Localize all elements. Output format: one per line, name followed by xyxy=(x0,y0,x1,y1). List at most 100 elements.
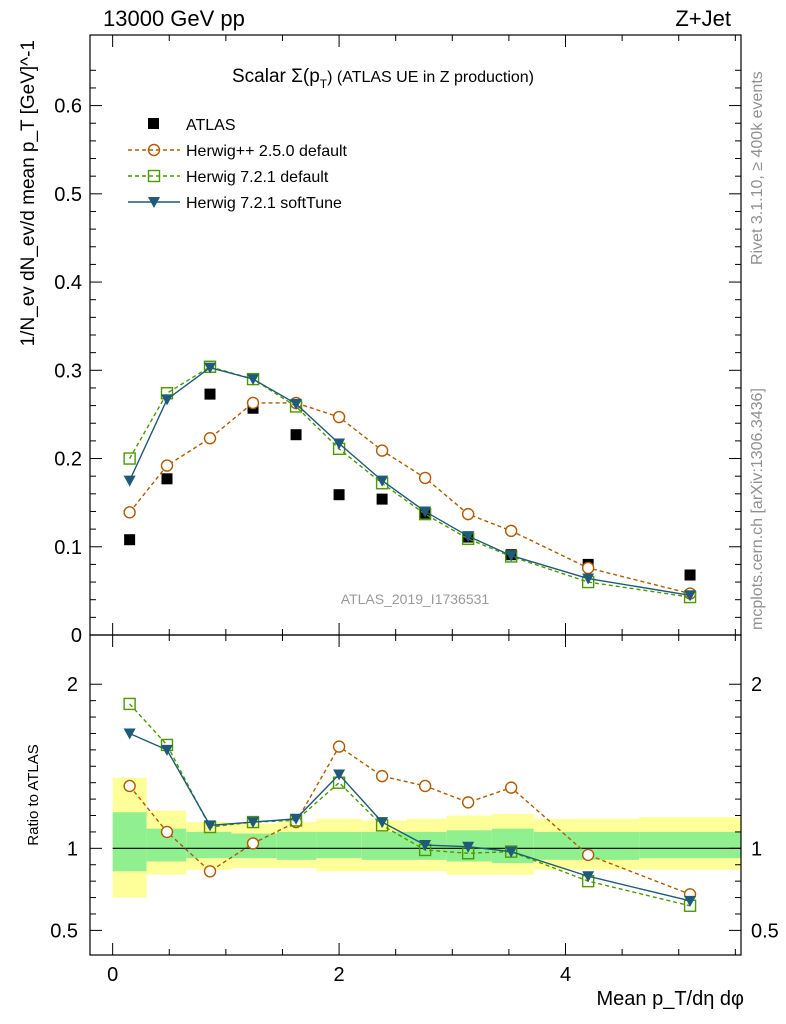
ratio-y-tick-label-0: 0.5 xyxy=(50,920,78,942)
legend: ATLAS Herwig++ 2.5.0 default Herwig 7.2.… xyxy=(128,117,348,212)
axes: 0 2 4 0 0.1 0.2 0.3 0.4 0.5 0.6 0.5 0.5 1 1 2 2 xyxy=(50,34,779,986)
process-label: Z+Jet xyxy=(675,6,731,31)
main-point-h25-3 xyxy=(246,396,260,410)
main-y-axis-label: 1/N_ev dN_ev/d mean p_T [GeV]^-1 xyxy=(18,40,39,346)
main-point-soft-9 xyxy=(505,550,518,562)
band-green-0 xyxy=(112,812,147,872)
ratio-y-tick-label-right-0: 0.5 xyxy=(751,920,779,942)
plot-title: Scalar Σ(pT) (ATLAS UE in Z production) xyxy=(232,66,534,91)
x-axis-label: Mean p_T/dη dφ xyxy=(597,988,745,1010)
main-line-soft xyxy=(128,366,691,596)
ratio-point-h25-9 xyxy=(504,781,518,794)
main-point-h25-1 xyxy=(160,459,174,472)
energy-label: 13000 GeV pp xyxy=(103,6,245,31)
ratio-point-h25-2 xyxy=(203,865,217,878)
ratio-y-tick-label-right-2: 2 xyxy=(751,674,762,696)
main-point-soft-6 xyxy=(376,475,389,487)
main-y-tick-label-4: 0.4 xyxy=(54,272,82,294)
ratio-y-tick-label-right-1: 1 xyxy=(751,838,762,860)
ratio-uncertainty-bands xyxy=(112,777,741,898)
ratio-point-soft-7 xyxy=(419,840,432,852)
main-point-atlas-5 xyxy=(333,489,345,501)
main-point-atlas-11 xyxy=(684,569,696,581)
ratio-point-h25-8 xyxy=(461,796,475,809)
ratio-point-h25-10 xyxy=(581,848,595,862)
main-point-soft-1 xyxy=(160,394,173,406)
main-point-soft-3 xyxy=(247,374,260,386)
main-point-soft-7 xyxy=(419,506,432,518)
main-point-soft-11 xyxy=(684,590,697,602)
plot-title-sub: T xyxy=(320,77,328,91)
ratio-y-axis-label: Ratio to ATLAS xyxy=(25,744,42,845)
main-point-soft-8 xyxy=(462,531,475,543)
main-series xyxy=(123,360,697,604)
main-point-h25-8 xyxy=(461,507,475,521)
main-point-soft-5 xyxy=(333,438,346,450)
ratio-point-soft-3 xyxy=(247,817,260,829)
legend-soft-marker xyxy=(148,197,160,208)
ratio-point-h25-5 xyxy=(332,740,346,753)
main-y-tick-label-3: 0.3 xyxy=(54,360,82,382)
ratio-y-tick-label-1: 1 xyxy=(67,838,78,860)
band-green-5 xyxy=(316,831,362,859)
band-green-11 xyxy=(639,831,741,859)
main-y-tick-label-6: 0.6 xyxy=(54,96,82,118)
main-point-h721-0 xyxy=(123,452,136,465)
ratio-line-h25 xyxy=(129,745,691,895)
main-y-tick-label-5: 0.5 xyxy=(54,184,82,206)
legend-h721-label: Herwig 7.2.1 default xyxy=(186,169,329,186)
ratio-point-soft-9 xyxy=(505,846,518,858)
ratio-point-h25-0 xyxy=(123,779,136,793)
x-tick-label-0: 0 xyxy=(107,964,118,986)
main-y-tick-label-1: 0.1 xyxy=(54,537,82,559)
ratio-point-soft-5 xyxy=(333,769,346,781)
ratio-point-soft-2 xyxy=(204,820,217,832)
ratio-series xyxy=(123,697,697,912)
main-point-atlas-6 xyxy=(376,493,388,505)
legend-h721-marker xyxy=(147,169,161,183)
main-point-h25-0 xyxy=(123,506,136,519)
main-point-h25-7 xyxy=(418,471,432,485)
main-point-atlas-4 xyxy=(290,429,302,441)
ratio-point-h25-1 xyxy=(160,825,174,839)
ratio-point-soft-11 xyxy=(684,895,697,907)
main-point-atlas-1 xyxy=(161,473,173,485)
legend-soft-label: Herwig 7.2.1 softTune xyxy=(186,195,342,212)
legend-h25-label: Herwig++ 2.5.0 default xyxy=(186,143,348,160)
main-y-tick-label-0: 0 xyxy=(71,625,82,647)
main-point-h25-2 xyxy=(203,432,217,445)
ratio-point-soft-1 xyxy=(160,744,173,756)
rivet-note: Rivet 3.1.10, ≥ 400k events xyxy=(749,71,766,265)
band-green-2 xyxy=(186,831,232,859)
ratio-point-h721-0 xyxy=(123,697,136,711)
main-line-h25 xyxy=(129,402,691,595)
x-tick-label-1: 2 xyxy=(334,964,345,986)
ratio-y-tick-label-2: 2 xyxy=(67,674,78,696)
ratio-point-soft-6 xyxy=(376,817,389,829)
legend-atlas-label: ATLAS xyxy=(186,117,236,134)
main-point-h25-9 xyxy=(504,524,518,538)
main-point-h25-10 xyxy=(581,561,595,575)
ratio-point-soft-10 xyxy=(582,871,595,883)
ratio-point-soft-4 xyxy=(290,813,303,825)
legend-atlas-marker xyxy=(148,118,159,129)
ratio-point-soft-0 xyxy=(123,728,136,740)
plot-title-suffix: ) (ATLAS UE in Z production) xyxy=(327,69,534,86)
ratio-line-h721 xyxy=(129,703,691,907)
main-point-atlas-0 xyxy=(124,534,136,546)
ratio-point-h25-7 xyxy=(418,779,432,793)
main-line-h721 xyxy=(129,366,691,598)
plot-title-prefix: Scalar Σ(p xyxy=(232,66,320,87)
main-point-atlas-2 xyxy=(204,388,216,400)
x-tick-label-2: 4 xyxy=(560,964,571,986)
main-point-soft-2 xyxy=(204,362,217,374)
ratio-line-soft xyxy=(129,732,691,902)
ratio-point-h25-3 xyxy=(246,837,260,850)
main-point-soft-4 xyxy=(290,398,303,410)
band-green-6 xyxy=(361,831,408,860)
analysis-watermark: ATLAS_2019_I1736531 xyxy=(341,591,490,607)
mcplots-note: mcplots.cern.ch [arXiv:1306.3436] xyxy=(749,388,766,630)
main-y-tick-label-2: 0.2 xyxy=(54,449,82,471)
ratio-point-h25-6 xyxy=(375,769,389,783)
